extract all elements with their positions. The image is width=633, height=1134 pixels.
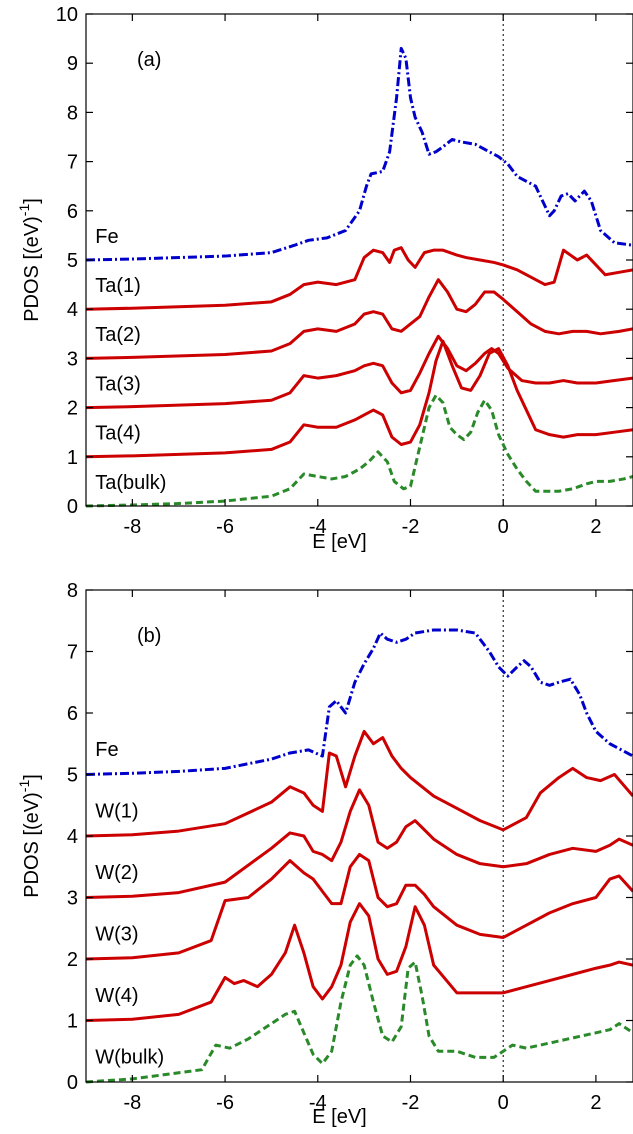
series-line-w-3 [85,852,633,961]
series-label: W(bulk) [95,1047,164,1069]
plot-frame [85,13,633,507]
y-tick-label: 1 [67,447,78,469]
y-tick-label: 3 [67,888,78,910]
y-tick-label: 5 [67,765,78,787]
y-tick-label: 8 [67,102,78,124]
y-tick-label: 1 [67,1011,78,1033]
y-axis-title-suffix: ] [21,774,43,780]
y-axis-title-superscript: -1 [16,780,32,793]
series-line-w-2 [85,788,633,899]
y-axis-title: PDOS [(eV)-1] [16,774,43,898]
series-line-fe [85,46,633,262]
x-tick-label: -6 [216,516,234,538]
x-axis-title: E [eV] [312,1106,366,1128]
x-tick-label: -8 [123,1092,141,1114]
y-tick-label: 6 [67,201,78,223]
y-tick-label: 7 [67,642,78,664]
y-axis-title-superscript: -1 [16,204,32,217]
x-tick-label: -2 [402,516,420,538]
x-tick-label: 2 [590,1092,601,1114]
x-tick-label: -8 [123,516,141,538]
panel-label: (b) [137,625,161,647]
series-line-w-4 [85,902,633,1022]
y-axis-title-main: PDOS [(eV) [21,216,43,322]
y-tick-label: 5 [67,250,78,272]
x-tick-label: 0 [498,516,509,538]
y-axis-title: PDOS [(eV)-1] [16,198,43,322]
y-tick-label: 3 [67,348,78,370]
x-tick-label: -4 [309,1092,327,1114]
series-label: Ta(bulk) [95,472,166,494]
series-line-ta-2 [85,278,633,360]
series-line-ta-4 [85,339,633,459]
series-label: Ta(3) [95,373,141,395]
plot-frame [85,589,633,1083]
x-axis-title: E [eV] [312,531,366,553]
series-label: W(3) [95,924,138,946]
x-tick-label: 2 [590,516,601,538]
series-label: Ta(4) [95,423,141,445]
y-tick-label: 0 [67,1072,78,1094]
series-label: Fe [95,739,118,761]
series-line-fe [85,628,633,776]
y-tick-label: 2 [67,398,78,420]
series-label: W(2) [95,862,138,884]
series-label: Ta(2) [95,324,141,346]
y-tick-label: 7 [67,152,78,174]
y-tick-label: 6 [67,703,78,725]
y-tick-label: 4 [67,826,78,848]
series-label: W(1) [95,801,138,823]
y-tick-label: 4 [67,299,78,321]
panel-a: -8 -6 -4 -2 0 2 0 1 2 3 4 5 6 7 8 9 10 Fe Ta(1) Ta(2) Ta(3) T… [16,4,633,553]
series-line-ta-3 [85,334,633,410]
series-line-w-1 [85,729,633,838]
panel-label: (a) [137,49,161,71]
y-tick-label: 8 [67,580,78,602]
x-tick-label: -2 [402,1092,420,1114]
y-tick-label: 10 [56,4,78,26]
y-axis-title-main: PDOS [(eV) [21,792,43,898]
series-line-ta-bulk [85,393,633,508]
series-label: W(4) [95,985,138,1007]
x-tick-label: 0 [498,1092,509,1114]
panel-b: -8 -6 -4 -2 0 2 0 1 2 3 4 5 6 7 8 Fe W(1) W(2) W(3) W(4) W(b… [16,580,633,1128]
y-tick-label: 0 [67,496,78,518]
series-line-ta-1 [85,246,633,311]
y-tick-label: 2 [67,949,78,971]
series-line-w-bulk [85,954,633,1084]
y-axis-title-suffix: ] [21,198,43,204]
x-tick-label: -4 [309,516,327,538]
series-label: Ta(1) [95,275,141,297]
y-tick-label: 9 [67,53,78,75]
x-tick-label: -6 [216,1092,234,1114]
series-label: Fe [95,226,118,248]
